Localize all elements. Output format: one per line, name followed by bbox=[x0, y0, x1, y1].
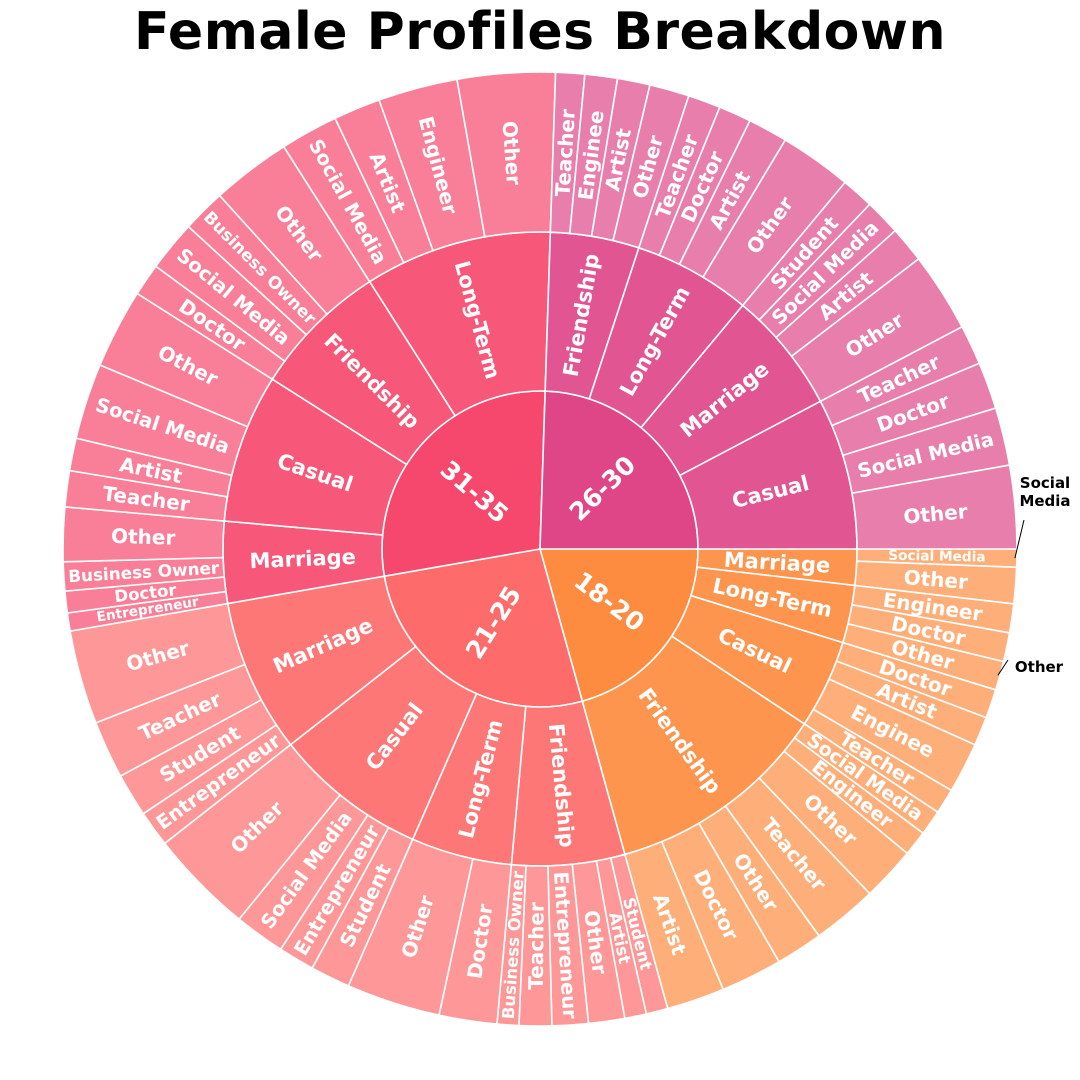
callout-label-0-0: Social bbox=[1020, 474, 1070, 492]
segment-label-21-25-friendship-0-teacher-4: Teacher bbox=[524, 902, 549, 990]
segment-label-18-20-marriage-0-social-media-0: Social Media bbox=[888, 548, 986, 566]
sunburst-arcs bbox=[62, 71, 1018, 1027]
segment-label-18-20-marriage-0-other-1: Other bbox=[903, 565, 969, 594]
callout-line-0 bbox=[1014, 519, 1025, 559]
callout-label-1-0: Other bbox=[1015, 658, 1064, 676]
segment-label-26-30-casual-3-other-3: Other bbox=[902, 499, 968, 529]
segment-label-26-30-friendship-0-teacher-0: Teacher bbox=[550, 108, 580, 197]
segment-label-31-35-long-term-3-other-3: Other bbox=[498, 120, 527, 186]
callout-line-1 bbox=[997, 659, 1009, 676]
segment-label-31-35-marriage-0: Marriage bbox=[249, 545, 356, 573]
chart-title: Female Profiles Breakdown bbox=[134, 2, 946, 62]
callout-label-0-1: Media bbox=[1019, 492, 1070, 510]
segment-label-31-35-marriage-0-other-3: Other bbox=[111, 524, 176, 550]
